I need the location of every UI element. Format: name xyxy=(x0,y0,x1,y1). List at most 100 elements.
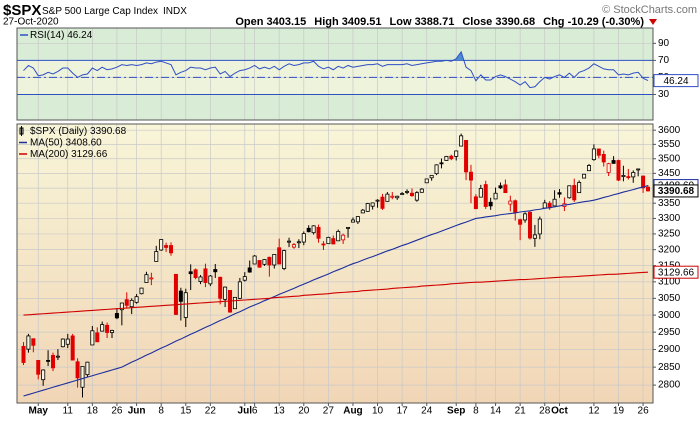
candle-body xyxy=(331,238,336,245)
y-tick-label: 2800 xyxy=(658,380,681,391)
candle-body xyxy=(149,277,154,280)
candle-body xyxy=(473,196,478,210)
candle-body xyxy=(360,209,365,214)
quote: Open 3403.15 High 3409.51 Low 3388.71 Close… xyxy=(235,16,644,28)
value-box xyxy=(653,265,699,279)
symbol: $SPX xyxy=(3,2,41,19)
candle-body xyxy=(193,269,198,279)
value-box-label: 3390.68 xyxy=(658,186,695,197)
candle-body xyxy=(159,239,164,251)
candle-body xyxy=(183,292,188,318)
candle-body xyxy=(31,338,36,346)
candle-body xyxy=(247,267,252,273)
candle-body xyxy=(596,148,601,156)
candle-body xyxy=(277,247,282,265)
x-tick-label: 28 xyxy=(539,406,551,417)
candle-body xyxy=(646,186,651,192)
legend-label: $SPX (Daily) 3390.68 xyxy=(30,126,127,137)
candle-body xyxy=(567,185,572,199)
candle-body xyxy=(341,234,346,241)
quote-item: Open 3403.15 xyxy=(235,16,306,28)
x-tick-label: 21 xyxy=(515,406,527,417)
candle-body xyxy=(518,219,523,225)
candle-body xyxy=(385,193,390,202)
candle-body xyxy=(606,163,611,173)
quote-item: High 3409.51 xyxy=(314,16,381,28)
candle-body xyxy=(95,332,100,343)
x-tick-label: 15 xyxy=(180,406,192,417)
value-box xyxy=(653,74,699,88)
candle-body xyxy=(242,276,247,281)
candle-body xyxy=(262,259,267,265)
candle-body xyxy=(439,162,444,165)
exchange: INDX xyxy=(163,6,187,17)
security-name: S&P 500 Large Cap Index INDX xyxy=(42,6,187,17)
candle-body xyxy=(449,155,454,160)
x-tick-label: 11 xyxy=(63,406,74,417)
candle-body xyxy=(390,195,395,198)
legend-label: MA(50) 3408.60 xyxy=(30,138,102,149)
quote-item: Chg -10.29 (-0.30%) xyxy=(543,16,644,28)
x-tick-label: 12 xyxy=(588,406,600,417)
y-tick-label: 3250 xyxy=(658,229,681,240)
value-box xyxy=(653,184,699,198)
candle-body xyxy=(85,361,90,376)
candle-body xyxy=(508,200,513,205)
candle-body xyxy=(188,271,193,275)
candle-body xyxy=(173,273,178,315)
y-tick-label: 90 xyxy=(658,38,670,49)
credit: © StockCharts.com xyxy=(602,4,697,16)
candle-body xyxy=(80,366,85,388)
candle-body xyxy=(444,156,449,161)
candle-body xyxy=(287,240,292,243)
candle-body xyxy=(282,250,287,269)
candle-body xyxy=(454,150,459,157)
candle-body xyxy=(114,313,119,319)
y-tick-label: 3050 xyxy=(658,293,681,304)
y-tick-label: 3000 xyxy=(658,310,681,321)
candle-body xyxy=(537,218,542,235)
candle-body xyxy=(409,192,414,197)
candle-body xyxy=(203,268,208,283)
candle-body xyxy=(60,338,65,348)
y-tick-label: 3350 xyxy=(658,198,681,209)
quote-date: 27-Oct-2020 xyxy=(3,17,59,28)
candle-body xyxy=(154,251,159,262)
candle-body xyxy=(208,275,213,285)
candle-body xyxy=(311,225,316,234)
candle-body xyxy=(70,335,75,361)
candle-body xyxy=(493,192,498,200)
candle-body xyxy=(164,245,169,248)
candle-body xyxy=(139,287,144,295)
candle-body xyxy=(55,355,60,358)
candle-body xyxy=(557,192,562,195)
candle-body xyxy=(350,219,355,223)
candle-body xyxy=(375,199,380,202)
candle-body xyxy=(321,243,326,246)
y-tick-label: 2900 xyxy=(658,344,681,355)
candle-body xyxy=(291,244,296,248)
candle-body xyxy=(601,154,606,163)
candle-body xyxy=(636,168,641,171)
x-tick-label: 10 xyxy=(372,406,384,417)
x-tick-label: 17 xyxy=(397,406,409,417)
candle-body xyxy=(36,359,41,375)
candle-body xyxy=(218,276,223,299)
x-tick-label: 24 xyxy=(421,406,433,417)
x-tick-label: 14 xyxy=(490,406,502,417)
candle-body xyxy=(591,148,596,161)
candle-body xyxy=(488,201,493,207)
rsi-panel-frame xyxy=(16,27,654,121)
candle-body xyxy=(169,245,174,254)
candle-body xyxy=(542,202,547,209)
candle-body xyxy=(267,256,272,266)
index-name: S&P 500 Large Cap Index xyxy=(42,6,158,17)
x-tick-label: 27 xyxy=(323,406,335,417)
rsi-line xyxy=(23,50,649,89)
rsi-panel xyxy=(17,28,653,120)
candle-body xyxy=(75,361,80,379)
candle-body xyxy=(380,196,385,209)
y-tick-label: 70 xyxy=(658,55,670,66)
candle-body xyxy=(611,160,616,164)
